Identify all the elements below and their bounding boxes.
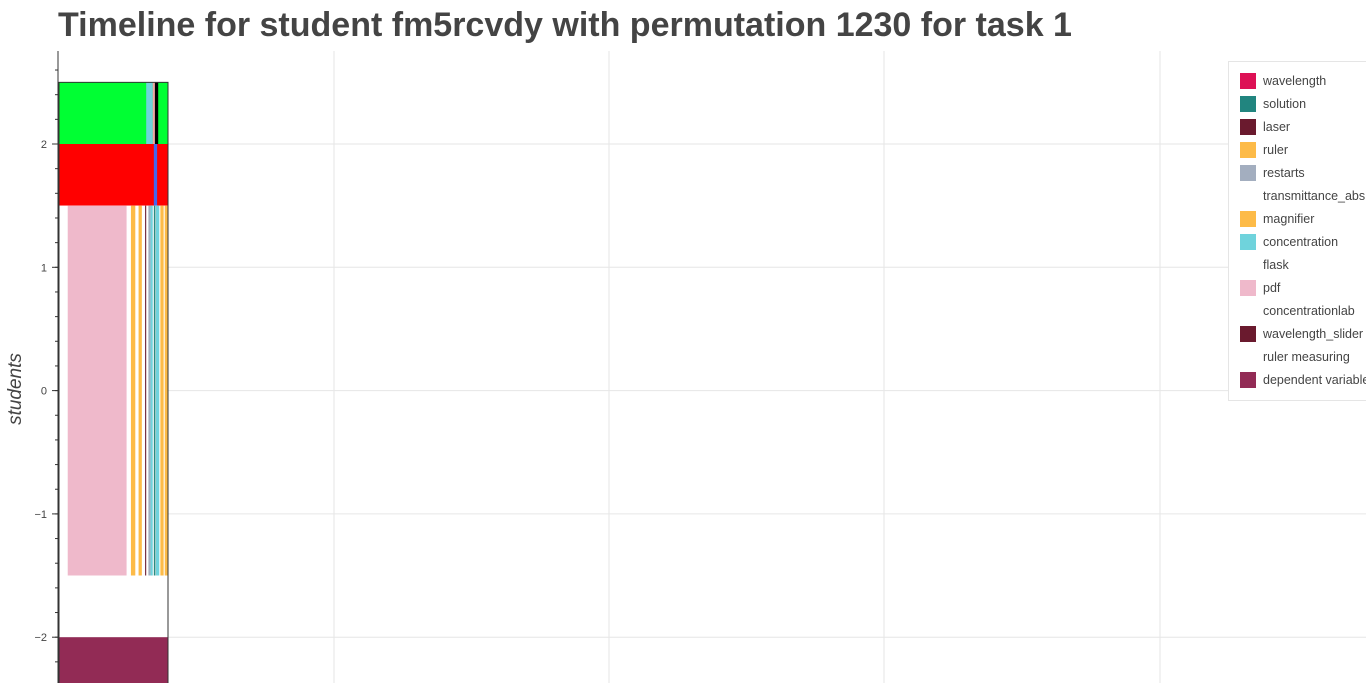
legend-swatch — [1240, 326, 1256, 342]
lane-0-segment — [154, 82, 159, 144]
legend-swatch — [1240, 280, 1256, 296]
legend-label: concentration — [1263, 235, 1339, 249]
legend-swatch — [1240, 234, 1256, 250]
legend-label: ruler measuring — [1263, 350, 1350, 364]
legend-item[interactable]: wavelength — [1240, 71, 1326, 91]
y-tick-label: 1 — [41, 262, 47, 274]
legend-item[interactable]: concentration — [1240, 232, 1338, 252]
lane-0-segment — [146, 82, 153, 144]
y-axis-label: students — [5, 353, 26, 425]
legend-item[interactable]: transmittance_abs — [1240, 186, 1365, 206]
legend-label: restarts — [1263, 166, 1305, 180]
legend-item[interactable]: laser — [1240, 117, 1290, 137]
legend-item[interactable]: dependent variable — [1240, 370, 1366, 390]
legend-swatch — [1240, 165, 1256, 181]
legend-item[interactable]: ruler — [1240, 140, 1288, 160]
lane-1-segment — [153, 144, 158, 206]
legend-item[interactable]: concentrationlab — [1240, 301, 1355, 321]
legend: wavelength solution laser ruler restarts tran… — [1228, 61, 1366, 401]
lane-2-segment — [153, 205, 156, 576]
lane-4-background — [59, 637, 168, 683]
legend-swatch — [1240, 303, 1256, 319]
legend-label: laser — [1263, 120, 1291, 134]
legend-swatch — [1240, 188, 1256, 204]
legend-item[interactable]: wavelength_slider — [1240, 324, 1363, 344]
legend-item[interactable]: flask — [1240, 255, 1289, 275]
lane-2-segment — [156, 205, 160, 576]
legend-swatch — [1240, 73, 1256, 89]
legend-label: dependent variable — [1263, 373, 1366, 387]
lane-2-segment — [150, 205, 153, 576]
lane-1-background — [59, 144, 168, 206]
legend-label: wavelength — [1263, 74, 1327, 88]
y-tick-label: −2 — [34, 632, 47, 644]
lane-0-segment — [152, 82, 155, 144]
y-axis: −2 −1 0 1 2 — [34, 51, 59, 683]
legend-swatch — [1240, 349, 1256, 365]
timeline-outline — [58, 81, 169, 683]
legend-item[interactable]: pdf — [1240, 278, 1280, 298]
lane-2-segment — [164, 205, 168, 576]
legend-label: solution — [1263, 97, 1307, 111]
legend-swatch — [1240, 142, 1256, 158]
lane-2-segment — [138, 205, 142, 576]
lane-2-segment — [160, 205, 164, 576]
lane-2-segment — [148, 205, 151, 576]
lane-3-background — [59, 575, 168, 638]
lane-2-segment — [130, 205, 136, 576]
lane-2-segment — [67, 205, 127, 576]
gridlines — [58, 51, 1366, 683]
y-tick-label: −1 — [34, 509, 47, 521]
chart-title: Timeline for student fm5rcvdy with permu… — [58, 6, 1072, 44]
legend-swatch — [1240, 96, 1256, 112]
legend-label: transmittance_abs — [1263, 189, 1366, 203]
timeline-lanes — [58, 81, 169, 683]
legend-item[interactable]: magnifier — [1240, 209, 1314, 229]
y-tick-label: 2 — [41, 139, 47, 151]
legend-item[interactable]: solution — [1240, 94, 1306, 114]
legend-swatch — [1240, 372, 1256, 388]
legend-swatch — [1240, 257, 1256, 273]
legend-swatch — [1240, 211, 1256, 227]
legend-item[interactable]: restarts — [1240, 163, 1305, 183]
legend-label: wavelength_slider — [1263, 327, 1364, 341]
lane-2-segment — [145, 205, 147, 576]
legend-label: magnifier — [1263, 212, 1315, 226]
legend-swatch — [1240, 119, 1256, 135]
legend-label: pdf — [1263, 281, 1281, 295]
legend-item[interactable]: ruler measuring — [1240, 347, 1350, 367]
legend-label: concentrationlab — [1263, 304, 1355, 318]
y-tick-label: 0 — [41, 386, 47, 398]
legend-label: ruler — [1263, 143, 1289, 157]
legend-label: flask — [1263, 258, 1289, 272]
